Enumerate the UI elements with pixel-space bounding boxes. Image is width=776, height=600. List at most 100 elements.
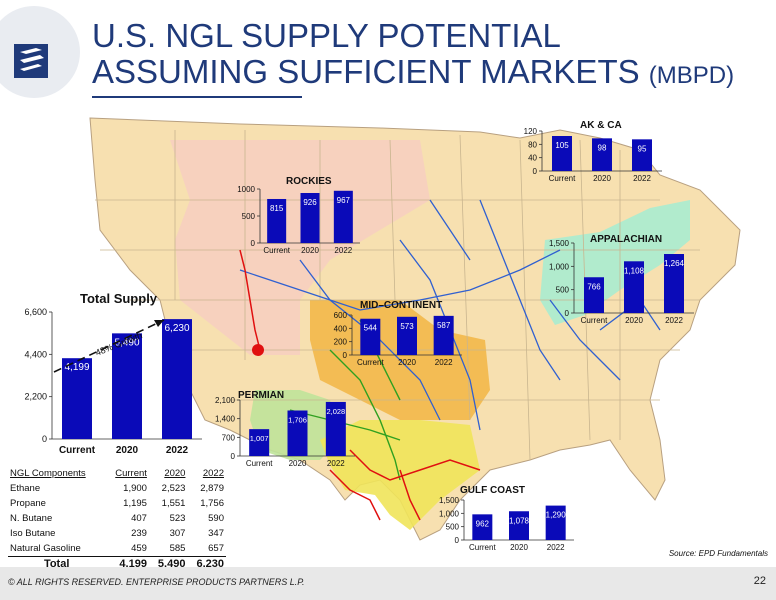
x-tick-label: 2020	[289, 459, 307, 468]
table-cell: 1,195	[123, 498, 147, 509]
bar	[287, 410, 308, 456]
red-cluster	[252, 344, 264, 356]
bar	[300, 192, 320, 243]
table-header: Current	[115, 468, 147, 479]
y-tick-label: 6,600	[24, 307, 47, 317]
y-tick-label: 0	[533, 167, 538, 176]
bar-value-label: 1,264	[664, 259, 685, 268]
x-tick-label: Current	[357, 358, 384, 367]
growth-arrowhead	[154, 320, 164, 327]
table-cell: 407	[131, 513, 147, 524]
bar-value-label: 5,490	[114, 337, 139, 348]
table-cell: Natural Gasoline	[10, 543, 81, 554]
title-line-2-text: ASSUMING SUFFICIENT MARKETS	[92, 53, 640, 90]
bar-value-label: 962	[476, 519, 490, 528]
table-body: Ethane 1,900 2,523 2,879 Propane 1,195 1,551 1,…	[8, 481, 226, 572]
y-tick-label: 4,400	[24, 349, 47, 359]
bar	[509, 511, 529, 540]
bar-value-label: 573	[400, 322, 414, 331]
y-tick-label: 80	[528, 140, 537, 149]
bar	[397, 316, 417, 355]
table-cell: 1,551	[161, 498, 186, 509]
x-tick-label: 2022	[166, 445, 189, 456]
table-cell: 2,523	[161, 483, 186, 494]
title-underline	[92, 96, 302, 98]
y-tick-label: 500	[242, 212, 256, 221]
x-tick-label: 2022	[547, 543, 565, 552]
x-tick-label: 2020	[116, 445, 139, 456]
y-tick-label: 120	[524, 127, 538, 136]
table-header: 2022	[202, 468, 224, 479]
enterprise-logo-icon	[0, 6, 80, 98]
growth-arrow	[53, 319, 165, 373]
bar	[325, 401, 346, 456]
table-cell: 523	[169, 513, 186, 524]
table-cell: Propane	[10, 498, 46, 509]
bar-value-label: 544	[364, 324, 378, 333]
bar	[472, 514, 493, 540]
y-tick-label: 2,200	[24, 392, 47, 402]
bar	[249, 429, 270, 456]
title-line-2: ASSUMING SUFFICIENT MARKETS (MBPD)	[92, 54, 734, 94]
bar	[592, 138, 612, 171]
y-tick-label: 200	[334, 338, 348, 347]
rockies-chart: ROCKIES 0 500 1000 815 Current 926 2020 967 2022	[237, 176, 360, 255]
title-line-1: U.S. NGL SUPPLY POTENTIAL	[92, 17, 561, 54]
source-note: Source: EPD Fundamentals	[668, 549, 768, 558]
bar	[112, 333, 142, 439]
chart-title: APPALACHIAN	[590, 234, 662, 245]
table-header: NGL Components	[10, 468, 86, 479]
y-tick-label: 1,400	[215, 415, 236, 424]
bar	[333, 190, 353, 243]
x-tick-label: 2022	[633, 174, 651, 183]
table-row: Iso Butane 239 307 347	[8, 526, 226, 541]
ngl-components-table: NGL Components Current 2020 2022 Ethane 1…	[8, 466, 226, 572]
midcon-chart: MID–CONTINENT 0 200 400 600 544 Current 573 2020…	[334, 300, 462, 367]
gulf-region	[320, 420, 480, 530]
x-tick-label: Current	[469, 543, 496, 552]
table-cell: Iso Butane	[10, 528, 56, 539]
bar	[545, 505, 566, 540]
x-tick-label: Current	[59, 445, 96, 456]
bar-value-label: 587	[437, 321, 451, 330]
table-row: Natural Gasoline 459 585 657	[8, 541, 226, 557]
x-tick-label: 2022	[435, 358, 453, 367]
y-tick-label: 0	[42, 434, 47, 444]
page-title: U.S. NGL SUPPLY POTENTIAL ASSUMING SUFFI…	[92, 18, 734, 94]
bar	[552, 136, 572, 171]
y-tick-label: 1000	[237, 185, 255, 194]
table-cell: 1,900	[123, 483, 147, 494]
bar-value-label: 98	[598, 143, 607, 152]
y-tick-label: 1,000	[549, 262, 570, 271]
bar-value-label: 1,007	[250, 434, 269, 443]
bar-value-label: 1,290	[546, 511, 567, 520]
pipelines-blue	[239, 199, 661, 431]
bar	[632, 139, 652, 171]
x-tick-label: 2020	[301, 246, 319, 255]
x-tick-label: Current	[581, 316, 608, 325]
x-tick-label: 2020	[398, 358, 416, 367]
table-cell: 239	[131, 528, 147, 539]
table-header: 2020	[164, 468, 186, 479]
x-tick-label: Current	[263, 246, 290, 255]
bar-value-label: 6,230	[164, 323, 189, 334]
bar	[267, 198, 287, 243]
x-tick-label: 2020	[625, 316, 643, 325]
rockies-region	[170, 140, 430, 355]
appalachian-region	[540, 200, 690, 325]
table-row: N. Butane 407 523 590	[8, 511, 226, 526]
y-tick-label: 1,500	[439, 496, 460, 505]
x-tick-label: 2020	[510, 543, 528, 552]
y-tick-label: 500	[556, 286, 570, 295]
chart-title: AK & CA	[580, 120, 622, 131]
bar-value-label: 4,199	[64, 362, 89, 373]
y-tick-label: 2,100	[215, 396, 236, 405]
chart-title: PERMIAN	[238, 390, 284, 401]
table-cell: 307	[169, 528, 186, 539]
y-tick-label: 500	[446, 523, 460, 532]
y-tick-label: 700	[222, 433, 236, 442]
bar-value-label: 105	[555, 141, 569, 150]
bar-value-label: 1,108	[624, 266, 645, 275]
bar	[664, 254, 684, 313]
bar	[584, 277, 604, 313]
